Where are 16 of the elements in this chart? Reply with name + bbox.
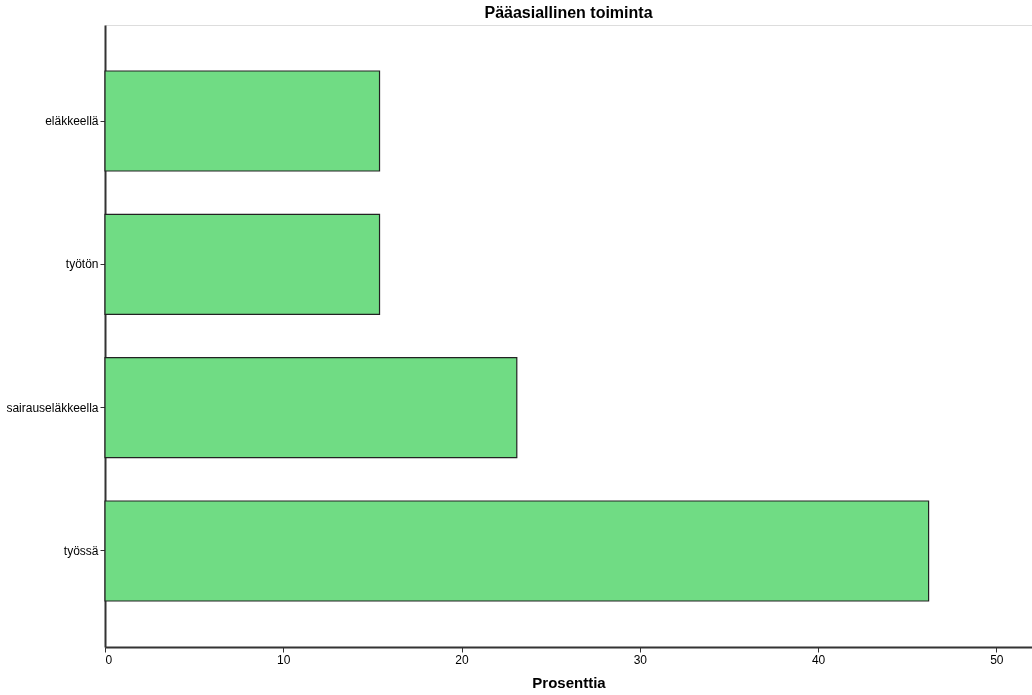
bar	[104, 357, 518, 459]
x-tick-label: 20	[455, 652, 470, 667]
x-axis-title: Prosenttia	[532, 673, 607, 691]
chart-title: Pääasiallinen toiminta	[484, 4, 653, 21]
bar	[104, 500, 930, 602]
x-tick-label: 10	[277, 652, 291, 667]
y-tick-label: sairauseläkkeella	[6, 400, 99, 415]
x-tick-label: 0	[105, 652, 113, 667]
y-tick-label: työssä	[63, 543, 99, 558]
x-tick-label: 40	[811, 652, 826, 667]
bar	[104, 213, 381, 315]
x-tick-label: 50	[990, 652, 1004, 667]
bar	[104, 70, 381, 172]
x-tick-label: 30	[633, 652, 648, 667]
y-tick-label: työtön	[65, 257, 99, 272]
y-tick-label: eläkkeellä	[45, 114, 99, 129]
